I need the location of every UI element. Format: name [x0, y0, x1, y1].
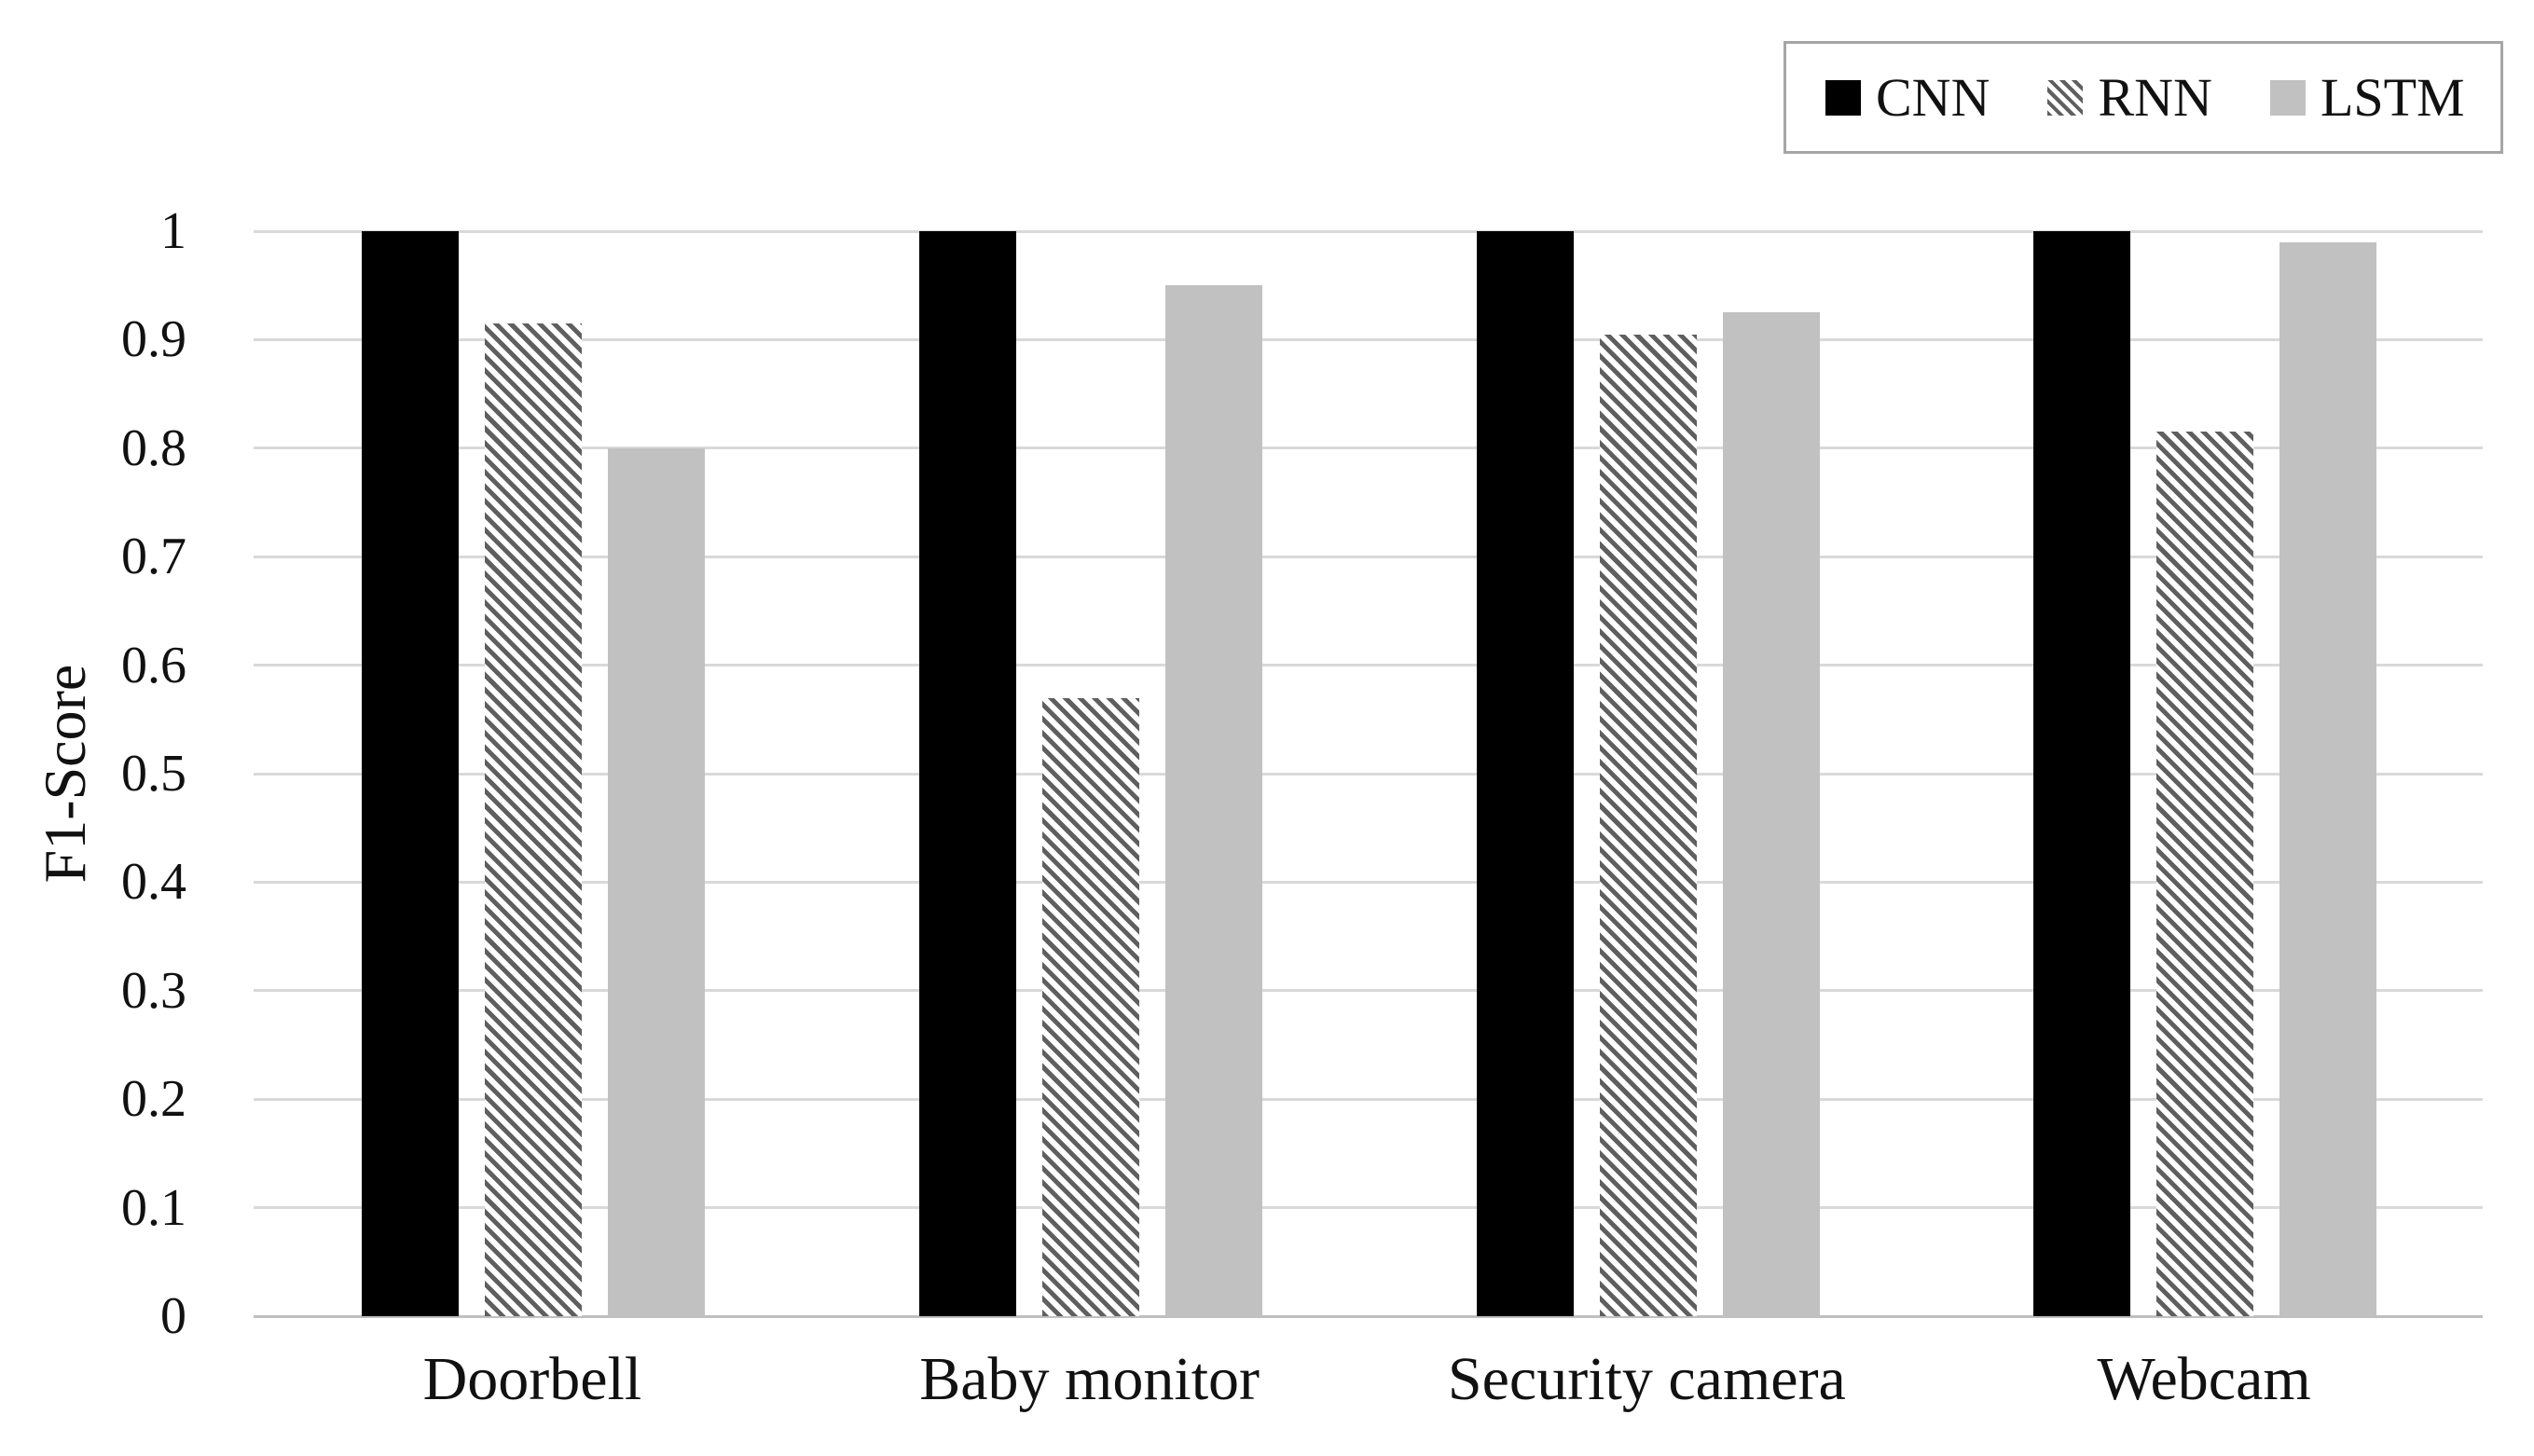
- y-tick-label-0.3: 0.3: [121, 961, 186, 1020]
- y-tick-label-0.5: 0.5: [121, 745, 186, 803]
- legend-entry-rnn: RNN: [2047, 66, 2212, 128]
- legend-label-cnn: CNN: [1876, 66, 1990, 128]
- bar-rnn-doorbell: [485, 323, 582, 1316]
- category-label-doorbell: Doorbell: [422, 1345, 642, 1413]
- y-tick-label-0.8: 0.8: [121, 419, 186, 477]
- category-label-security-camera: Security camera: [1447, 1345, 1846, 1413]
- legend-entry-cnn: CNN: [1825, 66, 1990, 128]
- y-tick-label-0: 0: [160, 1287, 186, 1345]
- cnn-swatch-icon: [1825, 79, 1861, 116]
- y-tick-label-0.7: 0.7: [121, 528, 186, 586]
- bar-rnn-webcam: [2156, 432, 2254, 1316]
- legend-entry-lstm: LSTM: [2269, 66, 2465, 128]
- bar-lstm-webcam: [2279, 241, 2377, 1316]
- gridline-0.7: [254, 555, 2483, 558]
- bar-cnn-baby-monitor: [918, 231, 1016, 1316]
- category-label-baby-monitor: Baby monitor: [919, 1345, 1260, 1413]
- y-tick-label-1: 1: [160, 202, 186, 260]
- y-tick-label-0.1: 0.1: [121, 1178, 186, 1237]
- bar-rnn-security-camera: [1599, 334, 1697, 1316]
- bar-cnn-webcam: [2033, 231, 2131, 1316]
- y-tick-label-0.6: 0.6: [121, 636, 186, 694]
- gridline-0.1: [254, 1206, 2483, 1210]
- bar-lstm-security-camera: [1722, 312, 1820, 1316]
- gridline-0.2: [254, 1097, 2483, 1101]
- lstm-swatch-icon: [2269, 79, 2306, 116]
- gridline-0.6: [254, 664, 2483, 667]
- rnn-swatch-icon: [2047, 79, 2084, 116]
- bar-lstm-baby-monitor: [1164, 285, 1262, 1316]
- gridline-1: [254, 229, 2483, 233]
- category-label-webcam: Webcam: [2097, 1345, 2311, 1413]
- y-tick-label-0.4: 0.4: [121, 853, 186, 912]
- legend-label-lstm: LSTM: [2320, 66, 2465, 128]
- legend-label-rnn: RNN: [2098, 66, 2212, 128]
- gridline-0.3: [254, 989, 2483, 993]
- gridline-0.8: [254, 446, 2483, 450]
- gridline-0.9: [254, 337, 2483, 341]
- bar-cnn-security-camera: [1476, 231, 1574, 1316]
- x-axis-line: [254, 1314, 2483, 1318]
- bar-lstm-doorbell: [608, 447, 705, 1316]
- gridline-0.4: [254, 880, 2483, 884]
- legend: CNN RNN LSTM: [1783, 41, 2503, 154]
- bar-cnn-doorbell: [362, 231, 459, 1316]
- bar-rnn-baby-monitor: [1041, 697, 1139, 1316]
- y-tick-label-0.9: 0.9: [121, 310, 186, 369]
- gridline-0.5: [254, 772, 2483, 776]
- y-tick-label-0.2: 0.2: [121, 1070, 186, 1129]
